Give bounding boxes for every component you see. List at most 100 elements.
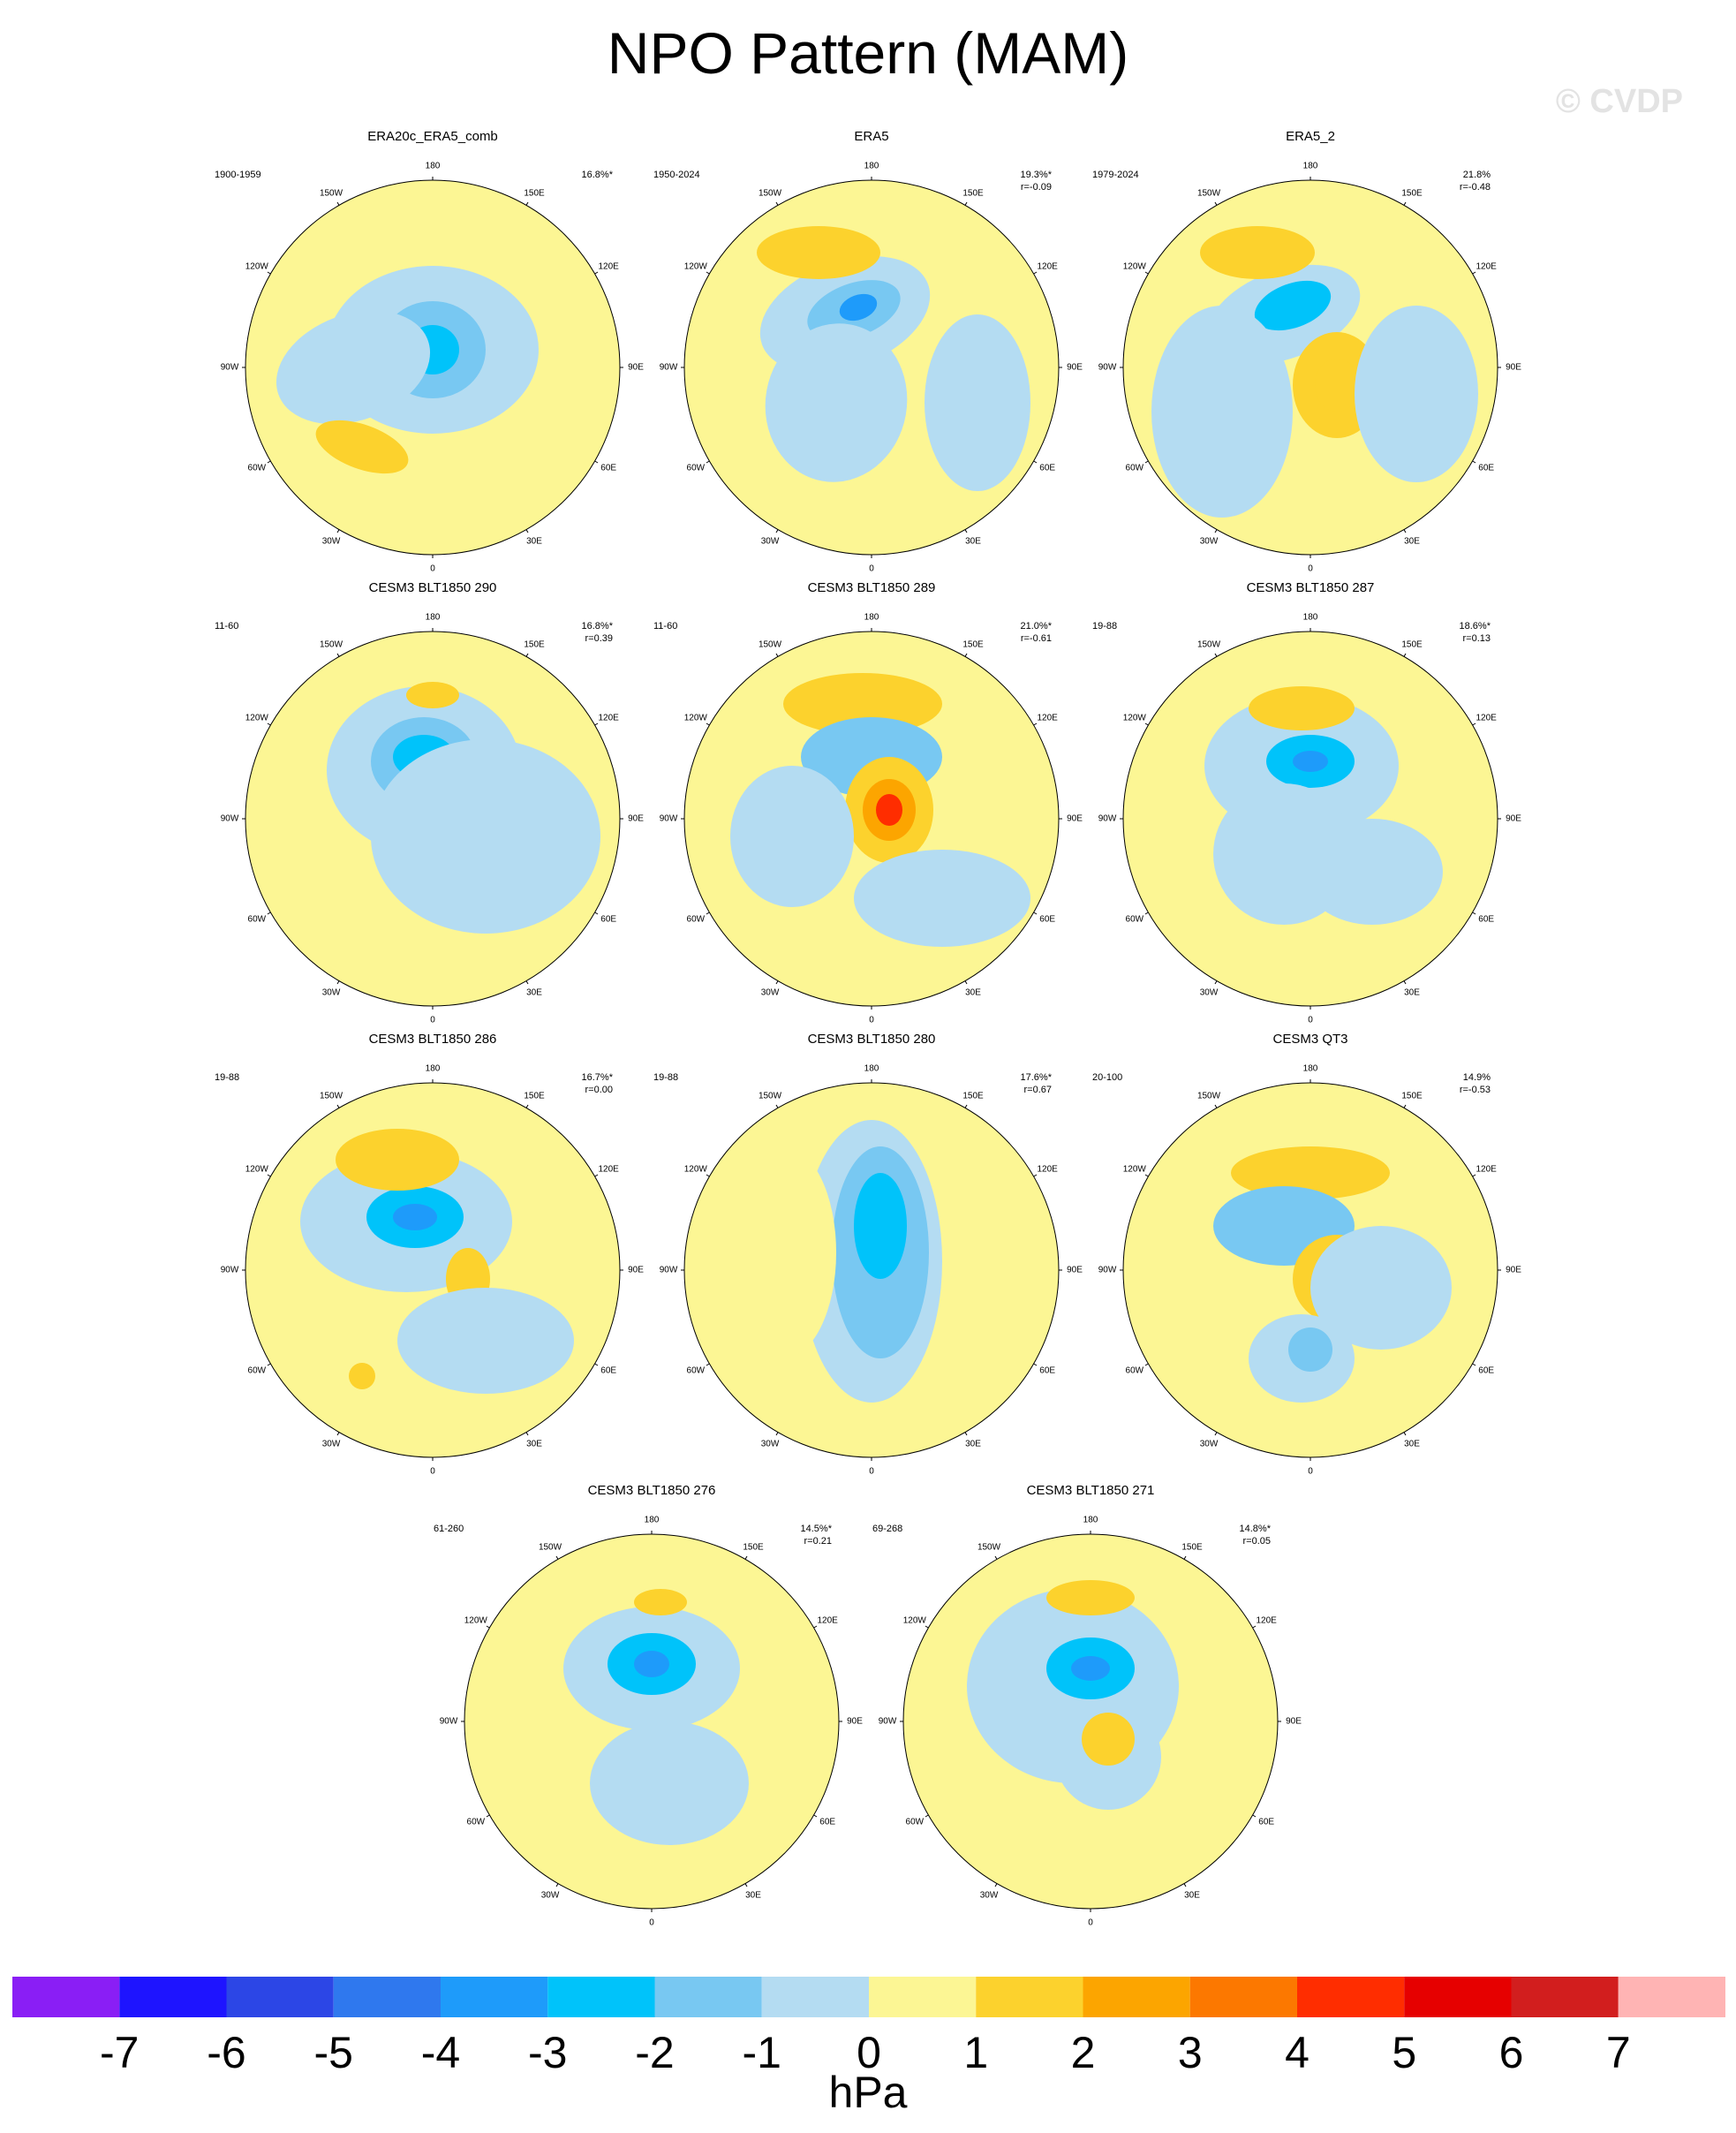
panel-title: CESM3 BLT1850 289: [807, 580, 936, 595]
lon-tick: [706, 1174, 710, 1177]
panel-stats: 16.7%* r=0.00: [582, 1071, 613, 1096]
lon-label: 120W: [1122, 261, 1146, 272]
lon-label: 30E: [526, 987, 542, 998]
lon-tick: [594, 1174, 599, 1177]
anomaly-contour: [925, 314, 1030, 491]
lon-label: 120E: [598, 1164, 619, 1175]
panel-title: CESM3 QT3: [1272, 1032, 1348, 1047]
colorbar-tick-label: -5: [313, 2028, 353, 2077]
lon-label: 60W: [247, 914, 267, 925]
colorbar-swatch: [1297, 1977, 1405, 2017]
colorbar-tick-label: 7: [1605, 2028, 1631, 2077]
lon-label: 120W: [245, 713, 268, 723]
lon-tick: [1472, 722, 1476, 726]
panel-correlation: r=-0.53: [1459, 1085, 1491, 1095]
lon-label: 0: [1088, 1917, 1093, 1928]
lon-label: 60E: [1258, 1817, 1275, 1827]
lon-label: 30W: [321, 1439, 341, 1449]
panel-variance: 21.8%: [1462, 170, 1491, 180]
lon-tick: [525, 1432, 529, 1436]
lon-label: 90E: [847, 1716, 863, 1727]
panel-stats: 14.8%* r=0.05: [1240, 1523, 1271, 1547]
lon-tick: [1033, 460, 1038, 464]
map-panel: 180 150E 120E 90E 60E 30E 0 30W 60W 90W 120W 150W CE…: [651, 580, 1092, 1025]
anomaly-contour: [371, 739, 600, 934]
panel-variance: 14.5%*: [800, 1524, 832, 1534]
lon-tick: [775, 653, 779, 657]
lon-label: 0: [1308, 1015, 1313, 1025]
panel-correlation: r=0.05: [1242, 1536, 1272, 1547]
panel-variance: 16.7%*: [581, 1072, 613, 1083]
lon-label: 60W: [1125, 1365, 1144, 1376]
lon-label: 150E: [524, 639, 545, 650]
panel-years: 61-260: [434, 1524, 464, 1534]
lon-tick: [267, 1174, 271, 1177]
lon-tick: [994, 1883, 998, 1887]
panel-correlation: r=0.13: [1462, 633, 1491, 644]
lon-tick: [775, 1104, 779, 1108]
lon-tick: [1403, 1432, 1407, 1436]
map-panels: 180 150E 120E 90E 60E 30E 0 30W 60W 90W 120W 150W ER…: [215, 129, 1521, 1928]
polar-map: [1120, 1079, 1501, 1461]
lon-label: 90E: [1067, 813, 1083, 824]
lon-tick: [267, 1363, 271, 1366]
lon-label: 180: [864, 161, 879, 171]
lon-tick: [1214, 653, 1218, 657]
lon-label: 60W: [247, 1365, 267, 1376]
lon-label: 120E: [1476, 261, 1497, 272]
lon-tick: [706, 1363, 710, 1366]
colorbar-swatch: [119, 1977, 227, 2017]
lon-tick: [1033, 271, 1038, 275]
lon-label: 0: [1308, 1466, 1313, 1477]
colorbar-tick-label: 5: [1392, 2028, 1417, 2077]
colorbar-swatch: [976, 1977, 1083, 2017]
lon-tick: [1214, 980, 1218, 985]
lon-tick: [964, 529, 968, 533]
lon-label: 0: [430, 564, 435, 574]
lon-label: 0: [649, 1917, 654, 1928]
lon-label: 30E: [1404, 987, 1420, 998]
lon-tick: [525, 529, 529, 533]
lon-tick: [1183, 1555, 1187, 1560]
anomaly-contour: [393, 1204, 437, 1230]
lon-tick: [594, 911, 599, 915]
lon-label: 60E: [1039, 463, 1056, 473]
lon-label: 90W: [1098, 362, 1117, 373]
colorbar-tick-label: 6: [1498, 2028, 1524, 2077]
anomaly-contour: [1200, 226, 1315, 279]
anomaly-contour: [854, 850, 1030, 947]
colorbar-tick-label: 0: [857, 2028, 881, 2077]
lon-label: 90E: [628, 362, 644, 373]
lon-label: 60E: [1478, 914, 1495, 925]
lon-label: 60W: [686, 463, 706, 473]
panel-stats: 18.6%* r=0.13: [1460, 620, 1491, 645]
anomaly-contour: [839, 293, 878, 321]
lon-tick: [1403, 653, 1407, 657]
lon-label: 30E: [1404, 1439, 1420, 1449]
panel-variance: 18.6%*: [1459, 621, 1491, 632]
lon-tick: [744, 1555, 748, 1560]
panel-years: 1979-2024: [1092, 170, 1139, 180]
lon-label: 90W: [659, 1265, 678, 1275]
lon-label: 30W: [1199, 536, 1219, 547]
lon-label: 150W: [1196, 1091, 1221, 1101]
polar-map: [681, 177, 1062, 558]
panel-years: 1950-2024: [653, 170, 700, 180]
lon-tick: [336, 529, 340, 533]
lon-tick: [1214, 1104, 1218, 1108]
lon-tick: [925, 1625, 929, 1629]
lon-label: 180: [864, 1063, 879, 1074]
colorbar-tick-label: -7: [100, 2028, 140, 2077]
colorbar-swatch: [441, 1977, 548, 2017]
lon-label: 180: [1302, 612, 1318, 623]
lon-label: 180: [1083, 1515, 1098, 1525]
lon-tick: [1472, 911, 1476, 915]
lon-label: 120E: [1037, 713, 1058, 723]
lon-label: 90W: [878, 1716, 897, 1727]
lon-tick: [1403, 529, 1407, 533]
colorbar-swatch: [12, 1977, 120, 2017]
lon-tick: [1252, 1625, 1257, 1629]
lon-label: 90W: [439, 1716, 458, 1727]
lon-tick: [964, 653, 968, 657]
panel-title: ERA5_2: [1286, 129, 1335, 144]
